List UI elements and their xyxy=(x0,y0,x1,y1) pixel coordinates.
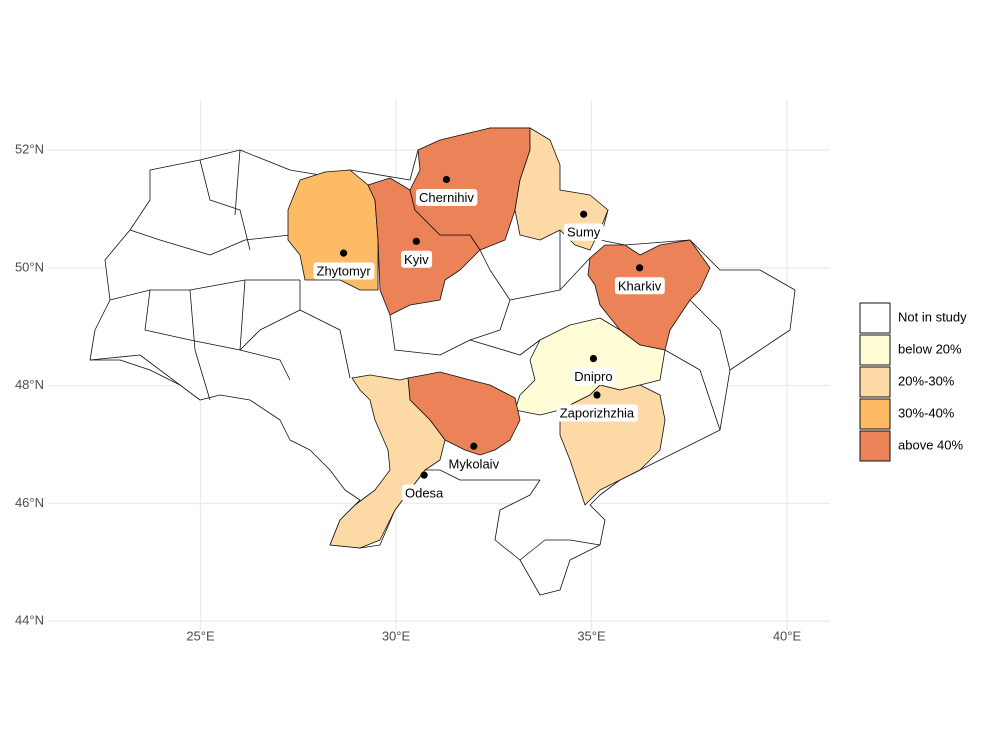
legend: Not in study below 20% 20%-30% 30%-40% above… xyxy=(859,302,967,462)
city-label: Kharkiv xyxy=(618,278,662,293)
legend-swatch xyxy=(859,398,891,430)
region xyxy=(514,127,609,251)
city-label: Chernihiv xyxy=(419,190,474,205)
x-tick-label: 25°E xyxy=(186,628,215,643)
legend-swatch xyxy=(859,366,891,398)
legend-label: 30%-40% xyxy=(898,405,955,420)
axes: 25°E 30°E 35°E 40°E 44°N 46°N 48°N 50°N 52°N xyxy=(15,141,802,643)
city-label-box xyxy=(401,250,433,268)
legend-swatch xyxy=(859,302,891,334)
y-tick-label: 48°N xyxy=(15,377,44,392)
oblast-borders xyxy=(89,149,731,561)
legend-label: Not in study xyxy=(898,309,967,324)
city-label: Mykolaiv xyxy=(449,457,500,472)
city-label: Zaporizhzhia xyxy=(560,405,635,420)
city-point xyxy=(420,471,428,479)
city-label: Dnipro xyxy=(574,369,612,384)
city-label-box xyxy=(313,262,375,280)
legend-label: 20%-30% xyxy=(898,373,955,388)
city-label-box xyxy=(556,404,638,422)
city-label-box xyxy=(614,277,665,295)
city-label-box xyxy=(415,188,478,206)
city-point xyxy=(580,210,588,218)
city-point xyxy=(593,391,601,399)
legend-label: below 20% xyxy=(898,341,962,356)
x-tick-label: 40°E xyxy=(773,628,802,643)
city-label: Kyiv xyxy=(404,252,429,267)
cities: Zhytomyr Kyiv Chernihiv Sumy Kharkiv Dnipro Za… xyxy=(313,175,665,502)
x-tick-label: 35°E xyxy=(577,628,606,643)
city-point xyxy=(470,442,478,450)
city-point xyxy=(442,175,451,184)
city-label: Zhytomyr xyxy=(317,264,372,279)
region xyxy=(287,169,379,291)
city-label-box xyxy=(564,223,604,241)
city-point xyxy=(589,354,598,363)
city-label-box xyxy=(571,367,616,385)
y-tick-label: 52°N xyxy=(15,141,44,156)
city-label: Odesa xyxy=(405,486,444,501)
legend-label: above 40% xyxy=(898,437,963,452)
x-tick-label: 30°E xyxy=(382,628,411,643)
region xyxy=(329,374,446,549)
city-point xyxy=(635,264,644,272)
city-label: Sumy xyxy=(567,225,601,240)
legend-swatch xyxy=(859,334,891,366)
y-tick-label: 44°N xyxy=(15,613,44,628)
y-tick-label: 46°N xyxy=(15,495,44,510)
city-label-box xyxy=(445,455,503,473)
city-point xyxy=(412,237,420,245)
city-label-box xyxy=(401,484,448,502)
city-point xyxy=(339,249,348,257)
region xyxy=(587,239,711,351)
y-tick-label: 50°N xyxy=(15,259,44,274)
legend-swatch xyxy=(859,430,891,462)
